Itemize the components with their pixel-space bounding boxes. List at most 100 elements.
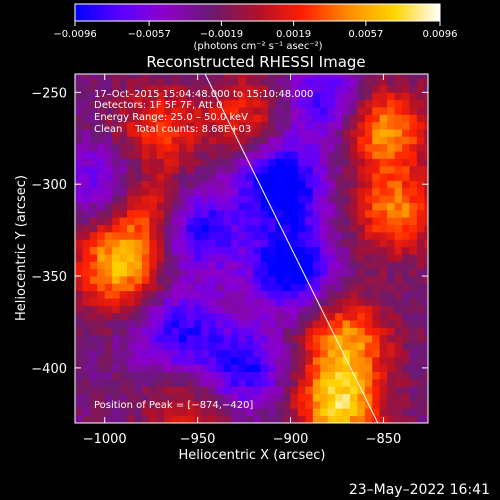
heatmap-cell (245, 327, 254, 336)
heatmap-cell (179, 400, 187, 409)
heatmap-cell (208, 195, 217, 203)
heatmap-cell (305, 107, 314, 115)
heatmap-cell (379, 364, 388, 372)
heatmap-cell (394, 202, 403, 211)
heatmap-cell (290, 239, 299, 248)
heatmap-cell (297, 356, 306, 365)
heatmap-cell (223, 415, 232, 423)
heatmap-cell (193, 231, 202, 240)
heatmap-cell (193, 371, 202, 380)
heatmap-cell (283, 224, 291, 233)
heatmap-cell (141, 92, 150, 101)
heatmap-cell (372, 364, 381, 372)
heatmap-cell (275, 334, 284, 343)
heatmap-cell (104, 99, 113, 108)
heatmap-cell (179, 246, 187, 255)
heatmap-cell (223, 261, 232, 270)
heatmap-cell (104, 231, 113, 240)
heatmap-cell (208, 290, 217, 299)
heatmap-cell (216, 349, 225, 358)
heatmap-cell (342, 371, 351, 380)
heatmap-cell (82, 151, 91, 159)
heatmap-cell (231, 246, 239, 255)
heatmap-cell (268, 77, 277, 86)
heatmap-cell (416, 114, 425, 123)
heatmap-cell (216, 77, 225, 86)
heatmap-cell (357, 129, 366, 137)
heatmap-cell (119, 136, 128, 145)
heatmap-cell (379, 334, 388, 343)
heatmap-cell (349, 408, 358, 417)
detectors-annotation: Detectors: 1F 5F 7F, Att 0 (94, 100, 222, 111)
heatmap-cell (387, 276, 395, 284)
heatmap-cell (290, 143, 299, 152)
heatmap-cell (141, 85, 150, 93)
heatmap-cell (82, 408, 91, 417)
heatmap-cell (342, 312, 351, 321)
heatmap-cell (223, 386, 232, 395)
heatmap-cell (394, 342, 403, 350)
heatmap-cell (141, 224, 150, 233)
heatmap-cell (364, 165, 373, 174)
heatmap-cell (401, 217, 410, 226)
heatmap-cell (342, 298, 351, 306)
heatmap-cell (245, 393, 254, 402)
heatmap-cell (171, 143, 180, 152)
heatmap-cell (283, 349, 291, 358)
heatmap-cell (305, 371, 314, 380)
heatmap-cell (364, 77, 373, 86)
heatmap-cell (245, 195, 254, 203)
heatmap-cell (156, 378, 165, 387)
heatmap-cell (268, 393, 277, 402)
heatmap-cell (312, 386, 321, 395)
heatmap-cell (342, 217, 351, 226)
heatmap-cell (342, 246, 351, 255)
heatmap-cell (387, 393, 395, 402)
heatmap-cell (89, 298, 98, 306)
heatmap-cell (327, 246, 336, 255)
heatmap-cell (275, 364, 284, 372)
heatmap-cell (335, 224, 343, 233)
heatmap-cell (401, 85, 410, 93)
heatmap-cell (104, 254, 113, 262)
heatmap-cell (335, 231, 343, 240)
heatmap-cell (164, 378, 173, 387)
heatmap-cell (82, 239, 91, 248)
heatmap-cell (275, 356, 284, 365)
heatmap-cell (134, 415, 143, 423)
heatmap-cell (275, 224, 284, 233)
heatmap-cell (231, 74, 239, 79)
heatmap-cell (179, 92, 187, 101)
heatmap-cell (112, 143, 120, 152)
heatmap-cell (171, 342, 180, 350)
heatmap-cell (231, 312, 239, 321)
heatmap-cell (201, 246, 210, 255)
heatmap-cell (97, 349, 106, 358)
heatmap-cell (312, 114, 321, 123)
heatmap-cell (401, 151, 410, 159)
heatmap-cell (290, 231, 299, 240)
heatmap-cell (364, 290, 373, 299)
heatmap-cell (112, 371, 120, 380)
heatmap-cell (372, 107, 381, 115)
heatmap-cell (253, 312, 262, 321)
heatmap-cell (82, 129, 91, 137)
heatmap-cell (424, 327, 428, 336)
heatmap-cell (372, 74, 381, 79)
heatmap-cell (231, 334, 239, 343)
heatmap-cell (127, 99, 135, 108)
heatmap-cell (379, 349, 388, 358)
heatmap-cell (201, 320, 210, 328)
heatmap-cell (104, 158, 113, 167)
colorbar-tick-label: −0.0019 (200, 29, 243, 40)
heatmap-cell (305, 165, 314, 174)
heatmap-cell (186, 334, 195, 343)
heatmap-cell (112, 246, 120, 255)
heatmap-cell (75, 393, 83, 402)
heatmap-cell (245, 305, 254, 314)
heatmap-cell (231, 327, 239, 336)
heatmap-cell (312, 327, 321, 336)
heatmap-cell (424, 77, 428, 86)
heatmap-cell (387, 114, 395, 123)
